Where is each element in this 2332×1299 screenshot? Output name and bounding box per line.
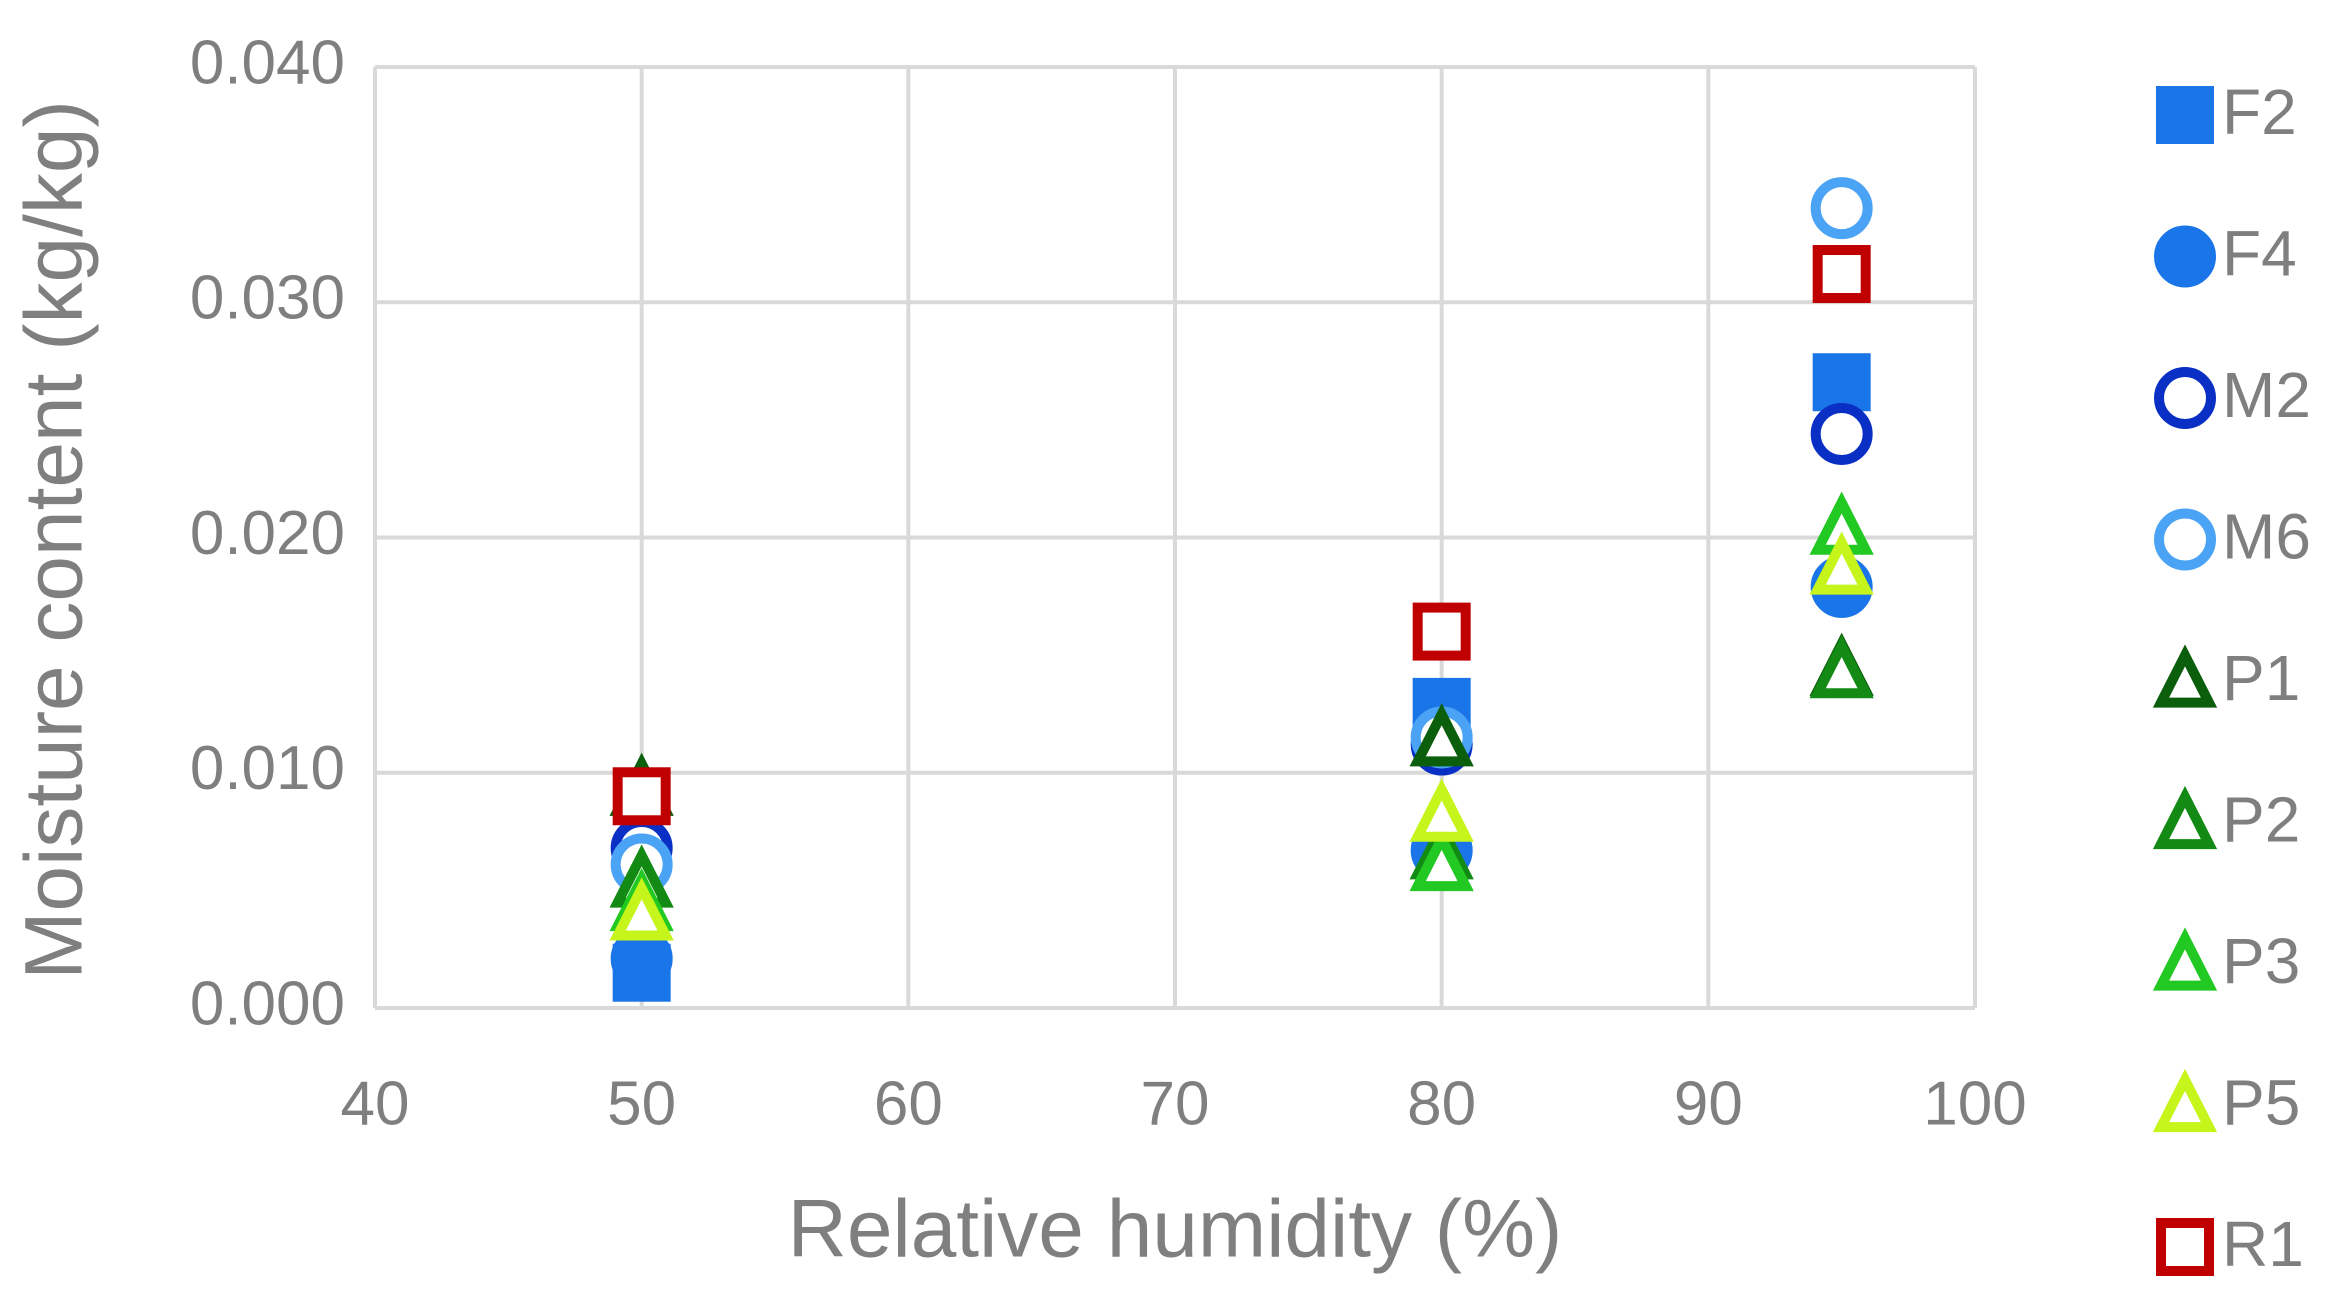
legend-label: R1 [2222, 1208, 2304, 1280]
x-tick-label: 50 [607, 1069, 676, 1138]
legend-marker [2152, 927, 2218, 991]
y-tick-label: 0.030 [190, 264, 345, 333]
legend-label: M2 [2222, 359, 2311, 431]
legend-marker [2156, 86, 2214, 144]
legend-marker [2156, 1218, 2214, 1276]
legend-marker [2152, 785, 2218, 850]
y-tick-label: 0.040 [190, 28, 345, 97]
point [1809, 531, 1874, 595]
x-tick-label: 90 [1674, 1069, 1743, 1138]
legend-marker [2154, 225, 2216, 288]
point [1812, 353, 1871, 412]
point [609, 877, 674, 941]
point [1409, 778, 1474, 842]
point [1812, 245, 1871, 304]
legend-label: F4 [2222, 217, 2297, 289]
y-axis-title: Moisture content (kg/kg) [9, 100, 100, 980]
legend-label: P5 [2222, 1066, 2300, 1138]
legend-marker [2152, 644, 2218, 708]
legend-label: F2 [2222, 76, 2297, 148]
x-tick-label: 40 [341, 1069, 410, 1138]
legend-label: P2 [2222, 783, 2300, 855]
x-tick-label: 60 [874, 1069, 943, 1138]
point [1409, 703, 1474, 767]
legend-label: M6 [2222, 500, 2311, 572]
point [1412, 602, 1471, 661]
legend-marker [2154, 508, 2216, 571]
y-tick-label: 0.000 [190, 969, 345, 1038]
point [1809, 634, 1874, 699]
point [1810, 402, 1873, 465]
legend-marker [2154, 367, 2216, 429]
legend-marker [2152, 1068, 2218, 1133]
y-tick-label: 0.010 [190, 734, 345, 803]
legend-label: P1 [2222, 642, 2300, 714]
point [612, 767, 671, 826]
y-tick-label: 0.020 [190, 499, 345, 568]
x-tick-label: 100 [1923, 1069, 2026, 1138]
legend-label: P3 [2222, 925, 2300, 997]
x-tick-label: 80 [1407, 1069, 1476, 1138]
point [1409, 827, 1474, 892]
x-axis-title: Relative humidity (%) [788, 1184, 1563, 1275]
point [1810, 177, 1873, 240]
x-tick-label: 70 [1141, 1069, 1210, 1138]
